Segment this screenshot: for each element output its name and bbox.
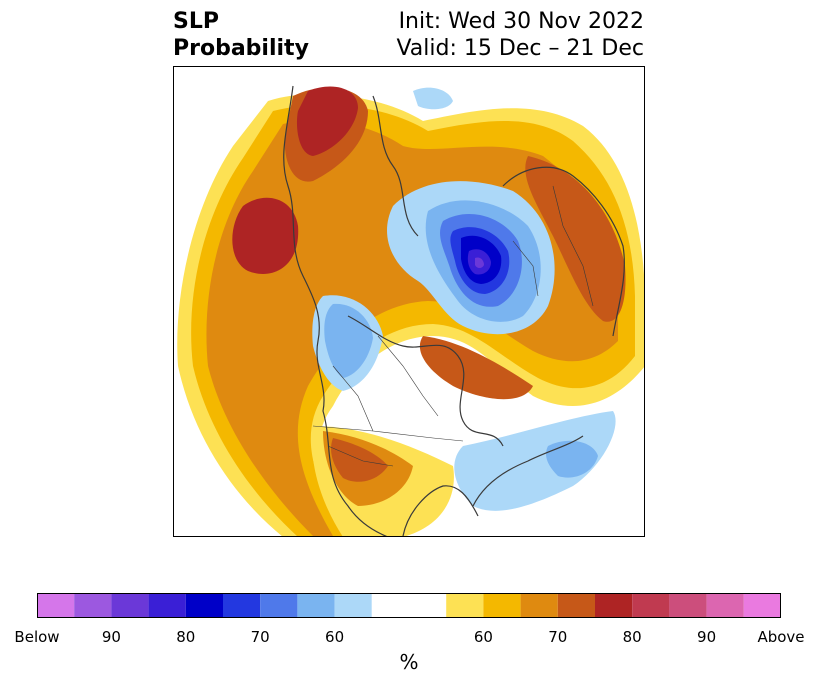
colorbar-segment [669, 593, 707, 618]
colorbar-tick-label: 80 [176, 628, 196, 646]
map-title: SLP Probability [173, 8, 309, 62]
valid-range-label: Valid: 15 Dec – 21 Dec [396, 36, 644, 61]
colorbar-segment [483, 593, 521, 618]
colorbar [37, 593, 781, 618]
probability-map [173, 66, 645, 537]
forecast-dates: Init: Wed 30 Nov 2022 Valid: 15 Dec – 21… [396, 8, 644, 62]
colorbar-tick-label: 60 [325, 628, 345, 646]
colorbar-segment [632, 593, 670, 618]
colorbar-segment [446, 593, 484, 618]
colorbar-segment [37, 593, 75, 618]
colorbar-segment [743, 593, 781, 618]
colorbar-tick-label: 80 [622, 628, 642, 646]
colorbar-segment [223, 593, 261, 618]
colorbar-tick-label: 90 [101, 628, 121, 646]
colorbar-segment [520, 593, 558, 618]
title-line-2: Probability [173, 36, 309, 61]
init-date-label: Init: Wed 30 Nov 2022 [398, 9, 644, 34]
colorbar-segment [595, 593, 633, 618]
coastlines [283, 85, 625, 537]
colorbar-segment [371, 593, 447, 618]
colorbar-tick-label: 90 [697, 628, 717, 646]
colorbar-segment [557, 593, 595, 618]
colorbar-segment [706, 593, 744, 618]
colorbar-tick-label: Below [14, 628, 60, 646]
colorbar-segment [111, 593, 149, 618]
colorbar-tick-label: 60 [473, 628, 493, 646]
colorbar-border [37, 593, 781, 618]
colorbar-segment [148, 593, 186, 618]
title-line-1: SLP [173, 9, 219, 34]
negative-anomaly-arctic [312, 87, 616, 511]
colorbar-segment [297, 593, 335, 618]
colorbar-segment [74, 593, 112, 618]
colorbar-segment [260, 593, 298, 618]
colorbar-tick-label: 70 [548, 628, 568, 646]
map-border [173, 66, 645, 537]
country-borders [312, 185, 594, 467]
colorbar-segment [185, 593, 223, 618]
colorbar-segment [334, 593, 372, 618]
colorbar-unit-label: % [399, 650, 419, 674]
colorbar-tick-label: Above [757, 628, 805, 646]
colorbar-tick-label: 70 [250, 628, 270, 646]
